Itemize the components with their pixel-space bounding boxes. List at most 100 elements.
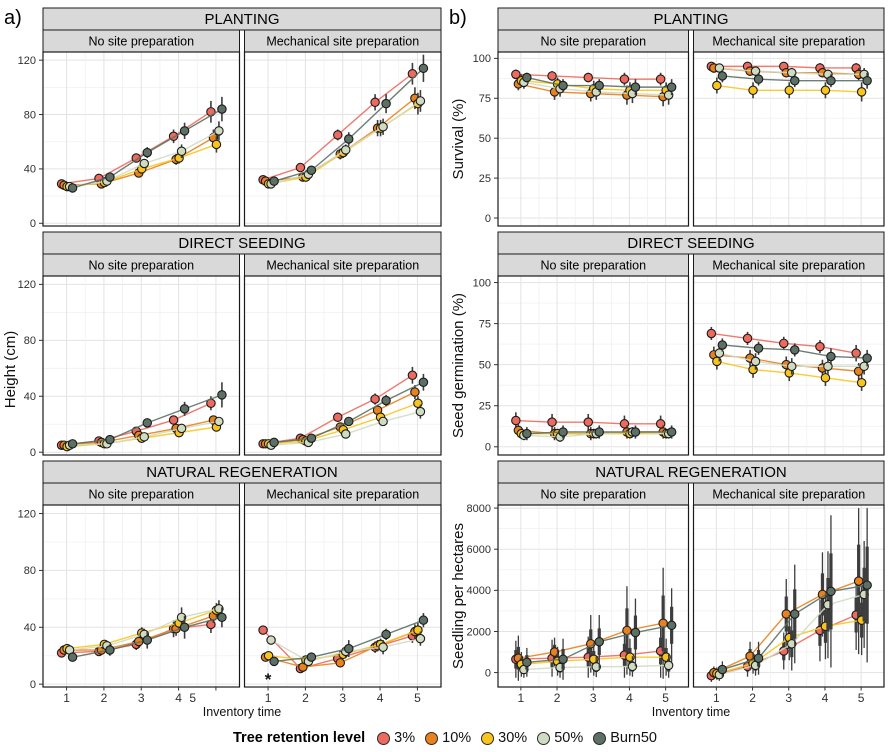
data-point-3pct [742,333,753,344]
data-point-Burn50 [717,71,728,81]
data-point-30pct [820,85,831,96]
y-axis-title-b-row2: Seedling per hectares [450,523,467,669]
data-point-3pct [815,341,825,352]
y-tick-label: 120 [18,508,36,520]
data-point-50pct [714,348,725,358]
data-point-Burn50 [381,98,391,109]
x-tick-label: 3 [339,691,346,705]
data-point-Burn50 [717,664,728,675]
data-point-50pct [415,633,426,644]
data-point-50pct [214,126,224,136]
data-point-Burn50 [217,612,227,623]
data-point-50pct [786,68,797,78]
data-point-Burn50 [594,80,604,91]
data-point-Burn50 [753,653,764,663]
annotation-asterisk: * [265,670,272,689]
data-point-Burn50 [217,390,227,400]
data-point-3pct [332,130,343,140]
legend-item-label: 30% [498,730,528,746]
data-point-50pct [786,639,797,649]
y-tick-label: 0 [30,447,36,459]
data-point-Burn50 [179,622,190,633]
facet-strip-inner-label: No site preparation [540,35,646,49]
data-point-Burn50 [306,652,317,662]
data-point-50pct [378,416,388,427]
data-point-50pct [378,122,388,132]
y-axis-title-b-row1: Seed germination (%) [450,293,467,438]
legend-swatch-icon [537,731,551,745]
data-point-Burn50 [269,176,279,186]
data-point-Burn50 [105,645,115,655]
data-point-30pct [820,373,831,383]
y-tick-label: 0 [485,213,491,225]
x-tick-label: 3 [138,691,145,705]
data-point-50pct [266,635,276,645]
facet-strip-inner-label: Mechanical site preparation [712,35,865,49]
data-point-50pct [663,90,674,100]
facet-strip-title: DIRECT SEEDING [627,235,754,252]
y-tick-label: 0 [30,679,36,691]
data-point-Burn50 [522,657,532,668]
x-tick-label: 3 [785,691,792,705]
data-point-Burn50 [142,147,153,158]
legend-item-30pct: 30% [481,730,527,746]
y-tick-label: 80 [24,335,36,347]
data-point-Burn50 [789,609,800,619]
facet-strip-title: DIRECT SEEDING [178,235,305,252]
x-tick-label: 5 [189,691,196,705]
data-point-Burn50 [418,615,429,625]
data-point-Burn50 [306,165,317,176]
data-point-Burn50 [105,172,115,182]
data-point-3pct [583,72,593,83]
y-axis-title-b-row0: Survival (%) [450,99,467,180]
facet-strip-outer [497,7,885,31]
legend-swatch-icon [425,731,439,745]
facet-strip-outer [42,231,442,255]
data-point-3pct [851,348,861,358]
data-point-Burn50 [343,416,354,427]
data-point-Burn50 [630,82,641,92]
data-point-30pct [856,377,867,388]
y-tick-label: 40 [24,622,36,634]
legend-item-label: 10% [442,730,472,746]
data-point-Burn50 [666,427,677,437]
facet-strip-outer [497,460,885,484]
plot-border [243,51,442,227]
y-tick-label: 25 [479,173,491,185]
data-point-3pct [778,338,789,349]
data-point-Burn50 [269,437,279,448]
data-point-30pct [712,80,722,91]
x-axis-title-a: Inventory time [203,705,282,719]
facet-strip-inner-label: No site preparation [88,259,194,273]
data-point-3pct [370,394,380,404]
data-point-50pct [750,66,761,76]
x-tick-label: 4 [377,691,384,705]
legend-item-label: 50% [554,730,584,746]
data-point-3pct [583,417,593,427]
data-point-50pct [176,423,187,434]
facet-strip-inner-label: Mechanical site preparation [266,259,419,273]
data-point-50pct [340,145,351,155]
data-point-50pct [378,642,388,652]
legend-swatch-icon [377,731,391,745]
y-tick-label: 0 [485,667,491,679]
data-point-30pct [856,87,867,97]
y-tick-label: 100 [473,277,491,289]
data-point-3pct [295,162,306,173]
facet-strip-inner-label: No site preparation [88,488,194,502]
facet-strip-inner-label: Mechanical site preparation [712,259,865,273]
legend-item-3pct: 3% [377,730,415,746]
data-point-Burn50 [666,82,677,92]
plot-border [497,275,690,456]
x-tick-label: 3 [590,691,597,705]
data-point-50pct [663,660,674,671]
data-point-Burn50 [381,629,391,640]
data-point-30pct [211,139,222,150]
data-point-10pct [410,387,420,397]
data-point-Burn50 [105,434,115,445]
x-tick-label: 5 [662,691,669,705]
facet-strip-inner-label: No site preparation [88,35,194,49]
data-point-50pct [591,662,601,672]
data-point-50pct [340,429,351,439]
data-point-Burn50 [381,395,391,406]
